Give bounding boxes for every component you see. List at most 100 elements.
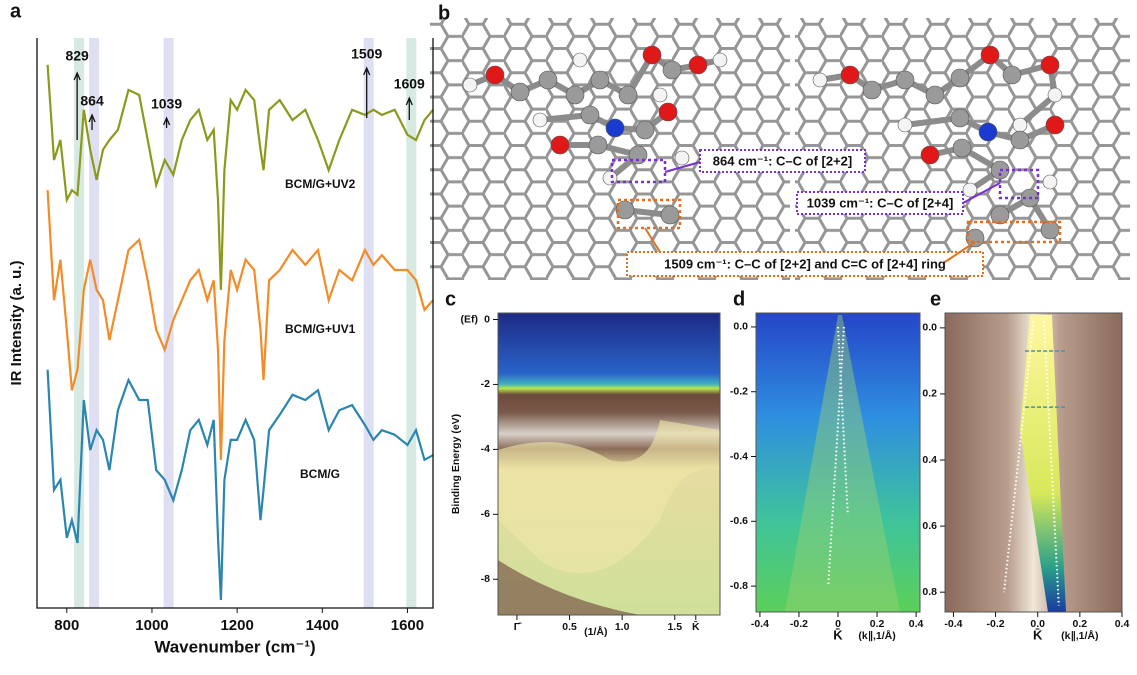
x-axis-title: Wavenumber (cm⁻¹) xyxy=(154,637,315,656)
atom xyxy=(602,170,618,186)
pointer xyxy=(962,182,1001,204)
y-tick-label: -2 xyxy=(481,378,490,390)
atom xyxy=(635,120,655,140)
spectrum-line xyxy=(46,190,434,460)
series-label: BCM/G+UV2 xyxy=(285,177,356,191)
annotation-text: 1509 cm⁻¹: C–C of [2+2] and C=C of [2+4]… xyxy=(664,256,946,271)
series-label: BCM/G+UV1 xyxy=(285,322,356,336)
atom xyxy=(580,105,600,125)
band xyxy=(89,38,100,608)
arrow-head xyxy=(162,116,171,126)
highlight-box xyxy=(616,198,682,230)
highlight-box xyxy=(966,220,1062,244)
guide-line xyxy=(1003,321,1035,593)
x-tick-label: 0.2 xyxy=(870,618,885,630)
y-tick-label: -0.4 xyxy=(730,450,748,462)
atom xyxy=(812,72,828,88)
spectrum-cone xyxy=(785,315,900,612)
y-axis-title: IR Intensity (a. u.) xyxy=(8,260,25,385)
x-tick-label: 1.5 xyxy=(667,621,682,633)
atom xyxy=(962,182,978,198)
atom xyxy=(588,135,608,155)
atom xyxy=(950,108,970,128)
atom xyxy=(895,70,915,90)
atom xyxy=(980,45,1000,65)
annotation-label: 864 xyxy=(80,93,104,109)
annotation-box xyxy=(626,251,984,277)
atom xyxy=(1042,174,1058,190)
atom xyxy=(1012,117,1028,133)
panel-label: a xyxy=(10,0,22,22)
atom xyxy=(712,52,728,68)
y-tick-label: -6 xyxy=(481,508,490,520)
atom xyxy=(990,205,1010,225)
atom xyxy=(1040,55,1060,75)
bond xyxy=(1018,92,1057,128)
x-tick-label: -0.4 xyxy=(751,618,769,630)
atom xyxy=(510,82,530,102)
atom xyxy=(920,145,940,165)
atom xyxy=(565,85,585,105)
atom xyxy=(1047,87,1063,103)
x-tick-label: 1.0 xyxy=(615,621,630,633)
y-tick-label: 0.0 xyxy=(733,321,748,333)
x-tick-label: 1600 xyxy=(391,617,424,634)
pointer xyxy=(664,161,701,173)
y-tick-label: -0.2 xyxy=(730,385,748,397)
annotation-label: 1509 xyxy=(351,46,382,62)
y-tick-label: -0.8 xyxy=(730,580,748,592)
x-axis-title: (k∥,1/Å) xyxy=(1061,629,1098,642)
x-tick-label: Γ̄ xyxy=(514,621,522,633)
atom xyxy=(862,80,882,100)
k-label: K̄ xyxy=(1033,627,1043,642)
atom xyxy=(590,70,610,90)
x-tick-label: -0.2 xyxy=(987,618,1005,630)
y-tick-label: 0 xyxy=(484,313,490,325)
x-axis-title: (k∥,1/Å) xyxy=(858,629,895,642)
guide-line xyxy=(837,326,849,515)
x-tick-label: 0.2 xyxy=(1073,618,1088,630)
atom xyxy=(1045,115,1065,135)
guide-line xyxy=(1043,321,1060,606)
x-tick-label: 0.4 xyxy=(909,618,924,630)
arrow-head xyxy=(88,113,96,123)
x-tick-label: 0.5 xyxy=(562,621,577,633)
y-tick-label: -8 xyxy=(481,573,490,585)
atom xyxy=(538,70,558,90)
y-tick-label: 0.4 xyxy=(922,454,937,466)
y-tick-label: 0.0 xyxy=(922,322,937,334)
plot-frame xyxy=(497,312,721,616)
y-tick-label: 0.6 xyxy=(922,520,937,532)
atom xyxy=(840,65,860,85)
band xyxy=(406,38,417,608)
atom xyxy=(925,85,945,105)
atom xyxy=(662,60,682,80)
band xyxy=(74,38,85,608)
atom xyxy=(660,205,680,225)
annotation-label: 1039 xyxy=(151,96,182,112)
spectrum-shade xyxy=(498,420,720,574)
x-tick-label: 1200 xyxy=(220,617,253,634)
atom xyxy=(605,118,625,138)
atom xyxy=(642,45,662,65)
highlight-box xyxy=(610,158,667,184)
atom xyxy=(485,65,505,85)
atom xyxy=(628,145,648,165)
atom xyxy=(952,138,972,158)
atom xyxy=(532,112,548,128)
panel-label: e xyxy=(930,288,941,310)
spectrum-image xyxy=(756,313,920,612)
atom xyxy=(688,55,708,75)
y-axis-title: Binding Energy (eV) xyxy=(450,414,462,514)
x-tick-label: 1000 xyxy=(135,617,168,634)
x-axis-title: (1/Å) xyxy=(584,625,607,638)
pointer xyxy=(644,227,661,253)
y-tick-label: -0.6 xyxy=(730,515,748,527)
x-tick-label: K̄ xyxy=(692,621,700,633)
band xyxy=(163,38,174,608)
atom xyxy=(618,85,638,105)
spectrum-shade xyxy=(498,560,640,615)
annotation-text: 864 cm⁻¹: C–C of [2+2] xyxy=(713,153,852,168)
atom xyxy=(1002,65,1022,85)
atom xyxy=(1010,130,1030,150)
